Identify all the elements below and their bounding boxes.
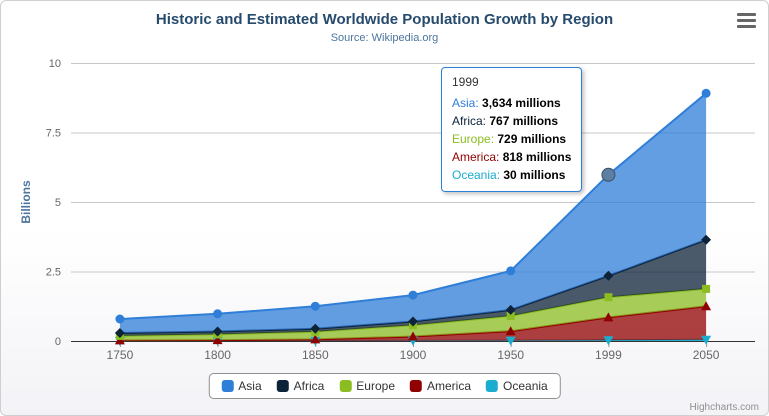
marker-africa-1950[interactable]: [505, 304, 516, 315]
marker-africa-1750[interactable]: [114, 328, 125, 338]
area-africa[interactable]: [119, 239, 707, 336]
x-label-1800: 1800: [204, 348, 231, 362]
y-tick-label-7.5: 7.5: [46, 128, 61, 140]
legend-swatch-europe: [339, 380, 352, 392]
tooltip-row-america: America: 818 millions: [452, 148, 571, 166]
marker-asia-1900[interactable]: [408, 290, 418, 300]
y-tick-label-10: 10: [49, 58, 61, 70]
area-asia[interactable]: [119, 93, 707, 333]
marker-america-1999[interactable]: [603, 312, 614, 322]
marker-africa-1999[interactable]: [603, 270, 614, 281]
legend-swatch-oceania: [486, 380, 499, 392]
tooltip-series-value: 767 millions: [489, 114, 559, 128]
tooltip-series-value: 818 millions: [502, 150, 572, 164]
marker-oceania-1999[interactable]: [603, 336, 614, 346]
legend-label: Asia: [238, 379, 262, 393]
tooltip-row-europe: Europe: 729 millions: [452, 130, 571, 148]
hover-marker[interactable]: [601, 167, 616, 182]
legend-swatch-america: [410, 380, 423, 392]
legend-label: Africa: [293, 379, 325, 393]
area-america[interactable]: [119, 306, 707, 341]
hamburger-icon: [737, 25, 756, 28]
tooltip-series-name: Oceania:: [452, 168, 501, 182]
marker-africa-1900[interactable]: [408, 316, 418, 327]
chart-title: Historic and Estimated Worldwide Populat…: [155, 11, 614, 28]
chart-subtitle: Source: Wikipedia.org: [330, 32, 439, 44]
tooltip-header: 1999: [452, 75, 479, 89]
tooltip-row-oceania: Oceania: 30 millions: [452, 166, 571, 184]
legend-swatch-asia: [221, 380, 234, 392]
export-menu-button[interactable]: [737, 13, 756, 28]
x-label-1999: 1999: [595, 348, 622, 362]
legend-label: Oceania: [503, 379, 548, 393]
tooltip-series-value: 729 millions: [497, 132, 567, 146]
legend-swatch-africa: [276, 380, 289, 392]
marker-asia-1850[interactable]: [310, 301, 320, 311]
marker-america-2050[interactable]: [701, 301, 712, 311]
marker-america-1950[interactable]: [505, 326, 516, 336]
marker-africa-1800[interactable]: [212, 326, 223, 337]
y-tick-label-5: 5: [55, 197, 61, 209]
legend-label: Europe: [356, 379, 396, 393]
tooltip-rows: Asia: 3,634 millions Africa: 767 millions…: [452, 94, 571, 184]
tooltip: 1999 Asia: 3,634 millions Africa: 767 mil…: [441, 67, 583, 192]
tooltip-series-value: 30 millions: [503, 168, 566, 182]
y-tick-label-2.5: 2.5: [46, 267, 61, 279]
marker-europe-1999[interactable]: [604, 293, 613, 302]
marker-europe-2050[interactable]: [702, 284, 711, 293]
marker-america-1850[interactable]: [310, 334, 321, 344]
hamburger-icon: [737, 19, 756, 22]
legend-item-europe[interactable]: Europe: [339, 379, 395, 393]
marker-africa-2050[interactable]: [701, 234, 712, 245]
y-axis-title: Billions: [19, 180, 33, 224]
x-label-1850: 1850: [302, 348, 329, 362]
legend-label: America: [427, 379, 472, 393]
marker-oceania-1950[interactable]: [505, 336, 516, 346]
tooltip-row-asia: Asia: 3,634 millions: [452, 94, 571, 112]
marker-oceania-2050[interactable]: [701, 335, 712, 345]
tooltip-series-name: Asia:: [452, 96, 479, 110]
tooltip-series-name: Africa:: [452, 114, 487, 128]
marker-asia-1800[interactable]: [213, 309, 223, 319]
credits-link[interactable]: Highcharts.com: [689, 402, 759, 413]
marker-asia-1950[interactable]: [506, 266, 516, 276]
legend-item-oceania[interactable]: Oceania: [486, 379, 548, 393]
x-label-2050: 2050: [693, 348, 720, 362]
marker-asia-2050[interactable]: [701, 88, 711, 98]
tooltip-row-africa: Africa: 767 millions: [452, 112, 571, 130]
legend-item-africa[interactable]: Africa: [276, 379, 325, 393]
marker-america-1900[interactable]: [408, 331, 418, 341]
tooltip-series-name: America:: [452, 150, 500, 164]
marker-america-1800[interactable]: [212, 335, 223, 345]
x-label-1950: 1950: [497, 348, 524, 362]
x-label-1750: 1750: [107, 348, 134, 362]
tooltip-series-value: 3,634 millions: [482, 96, 561, 110]
tooltip-series-name: Europe:: [452, 132, 495, 146]
marker-europe-1950[interactable]: [506, 312, 515, 320]
legend: Asia Africa Europe America Oceania: [208, 373, 561, 399]
legend-item-america[interactable]: America: [410, 379, 471, 393]
hamburger-icon: [737, 13, 756, 16]
x-label-1900: 1900: [400, 348, 427, 362]
legend-item-asia[interactable]: Asia: [221, 379, 262, 393]
marker-africa-1850[interactable]: [310, 323, 321, 334]
y-tick-label-0: 0: [55, 336, 61, 348]
marker-asia-1750[interactable]: [115, 314, 125, 324]
